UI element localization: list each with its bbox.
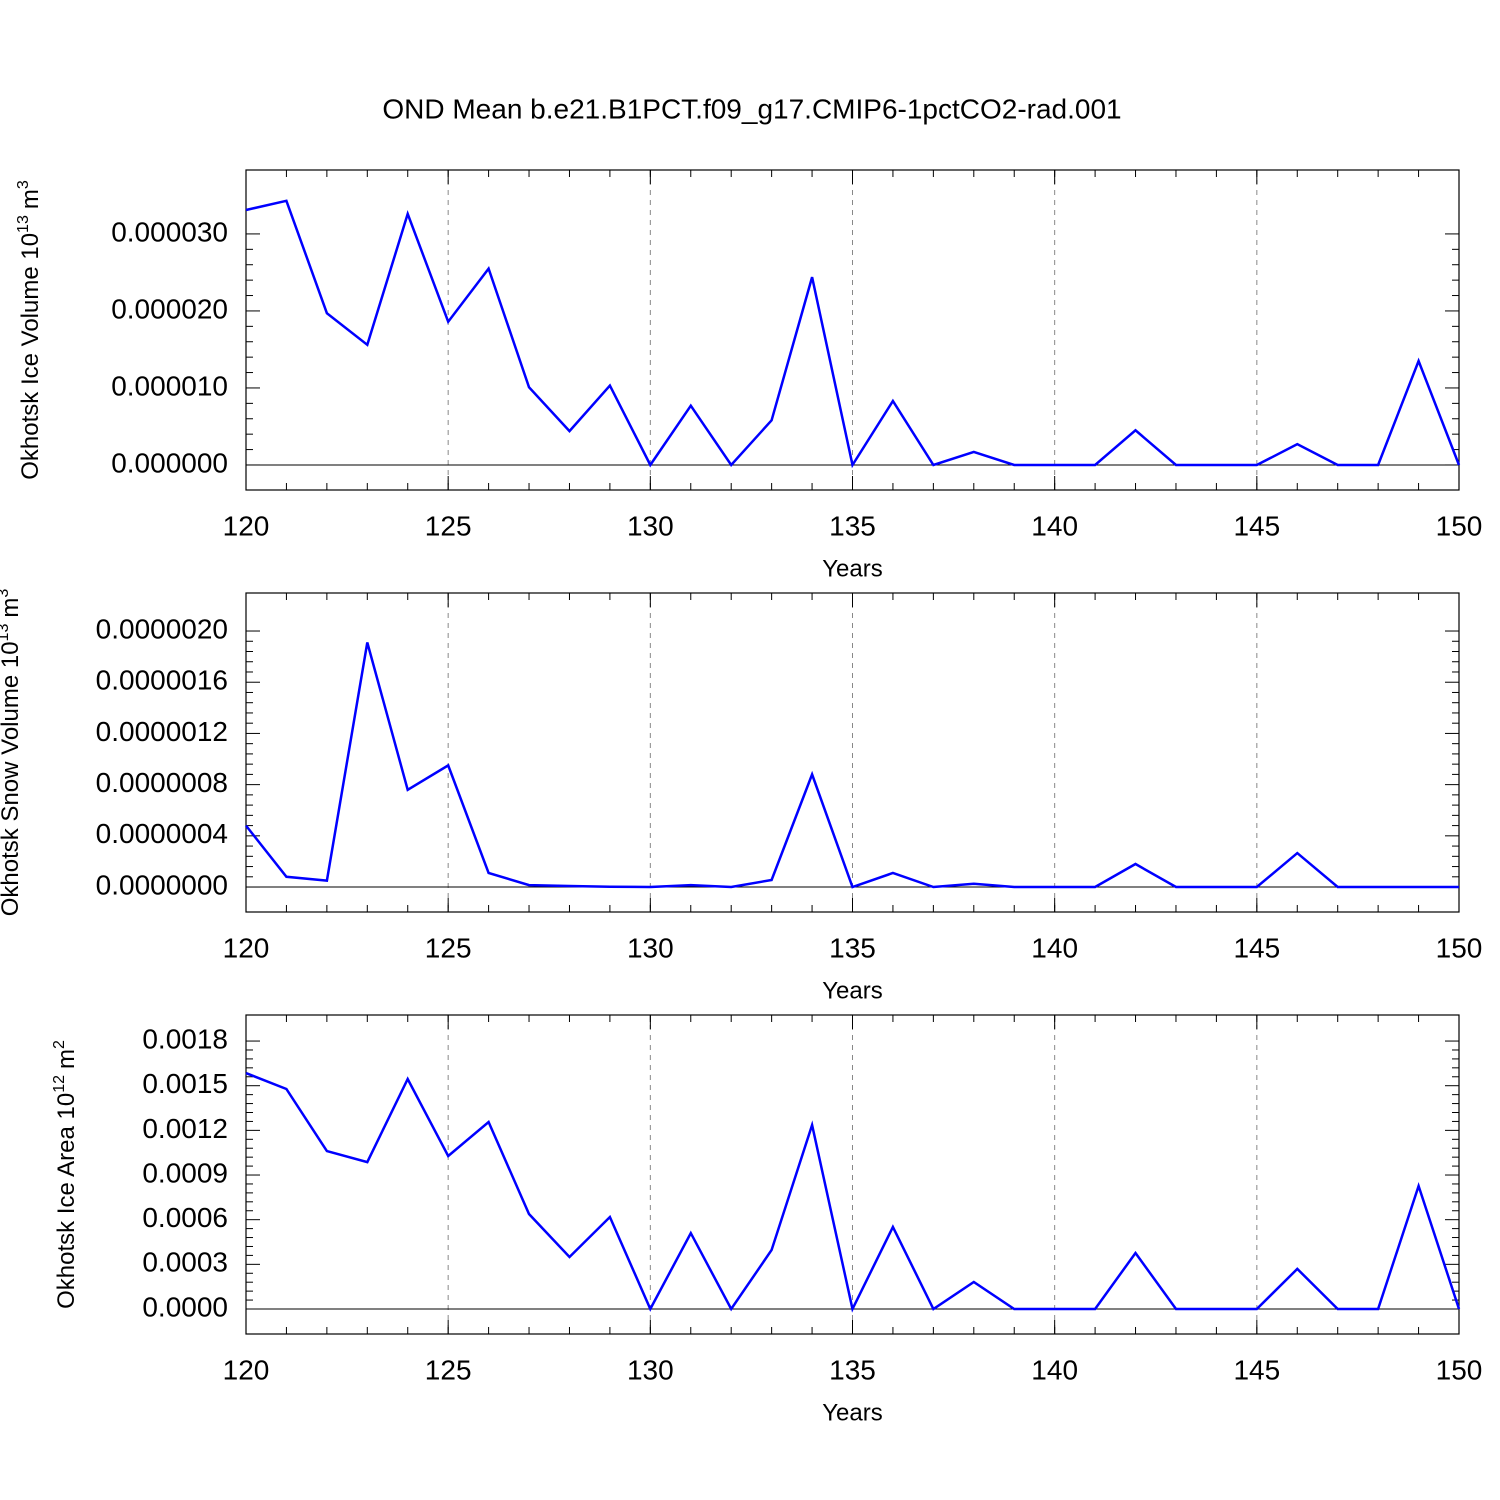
- x-tick-label: 140: [1031, 1354, 1078, 1385]
- x-tick-label: 130: [627, 932, 674, 963]
- y-tick-label: 0.000030: [111, 216, 228, 247]
- figure-title: OND Mean b.e21.B1PCT.f09_g17.CMIP6-1pctC…: [382, 93, 1121, 124]
- x-tick-label: 135: [829, 510, 876, 541]
- superscript: 12: [51, 1075, 68, 1093]
- y-tick-label: 0.000000: [111, 447, 228, 478]
- y-tick-label: 0.0000000: [96, 869, 228, 900]
- x-tick-label: 125: [425, 510, 472, 541]
- plot-frame: [245, 592, 1460, 913]
- y-tick-label: 0.0003: [142, 1247, 228, 1278]
- y-axis-title-part: Okhotsk Ice Volume 10: [17, 233, 44, 480]
- data-line: [245, 642, 1459, 889]
- x-axis-title: Years: [822, 977, 883, 1004]
- plot-frame: [245, 1014, 1460, 1335]
- x-axis-title: Years: [822, 1399, 883, 1426]
- x-tick-label: 145: [1233, 932, 1280, 963]
- y-tick-label: 0.000010: [111, 370, 228, 401]
- y-axis-title-part: m: [0, 598, 24, 618]
- y-tick-label: 0.0000: [142, 1291, 228, 1322]
- x-axis-title: Years: [822, 555, 883, 582]
- x-tick-label: 130: [627, 510, 674, 541]
- superscript: 2: [51, 1040, 68, 1049]
- y-axis-title-part: Okhotsk Snow Volume 10: [0, 641, 24, 916]
- y-tick-label: 0.0006: [142, 1202, 228, 1233]
- y-axis-title: Okhotsk Snow Volume 1013 m3: [0, 589, 24, 917]
- superscript: 13: [0, 624, 12, 642]
- plot-frame: [245, 169, 1460, 491]
- data-line: [245, 1071, 1461, 1313]
- y-tick-label: 0.0000008: [96, 767, 228, 798]
- x-tick-label: 150: [1436, 1354, 1483, 1385]
- x-tick-label: 140: [1031, 932, 1078, 963]
- superscript: 13: [15, 215, 32, 233]
- y-tick-label: 0.0000004: [96, 818, 228, 849]
- y-tick-label: 0.0000012: [96, 716, 228, 747]
- x-tick-label: 120: [223, 932, 270, 963]
- y-tick-label: 0.0000016: [96, 665, 228, 696]
- y-tick-label: 0.000020: [111, 293, 228, 324]
- x-tick-label: 150: [1436, 932, 1483, 963]
- x-tick-label: 125: [425, 932, 472, 963]
- x-tick-label: 135: [829, 1354, 876, 1385]
- y-tick-label: 0.0000020: [96, 613, 228, 644]
- x-tick-label: 140: [1031, 510, 1078, 541]
- y-axis-title: Okhotsk Ice Volume 1013 m3: [15, 180, 45, 480]
- y-axis-title: Okhotsk Ice Area 1012 m2: [51, 1040, 81, 1309]
- data-line: [245, 199, 1461, 469]
- y-axis-title-part: m: [17, 189, 44, 209]
- x-tick-label: 145: [1233, 1354, 1280, 1385]
- superscript: 3: [15, 180, 32, 189]
- y-tick-label: 0.0012: [142, 1113, 228, 1144]
- x-tick-label: 120: [223, 510, 270, 541]
- y-tick-label: 0.0018: [142, 1023, 228, 1054]
- x-tick-label: 150: [1436, 510, 1483, 541]
- y-axis-title-part: m: [53, 1049, 80, 1069]
- x-tick-label: 125: [425, 1354, 472, 1385]
- superscript: 3: [0, 589, 12, 598]
- x-tick-label: 135: [829, 932, 876, 963]
- x-tick-label: 120: [223, 1354, 270, 1385]
- y-tick-label: 0.0009: [142, 1157, 228, 1188]
- y-axis-title-part: Okhotsk Ice Area 10: [53, 1093, 80, 1309]
- x-tick-label: 145: [1233, 510, 1280, 541]
- x-tick-label: 130: [627, 1354, 674, 1385]
- y-tick-label: 0.0015: [142, 1068, 228, 1099]
